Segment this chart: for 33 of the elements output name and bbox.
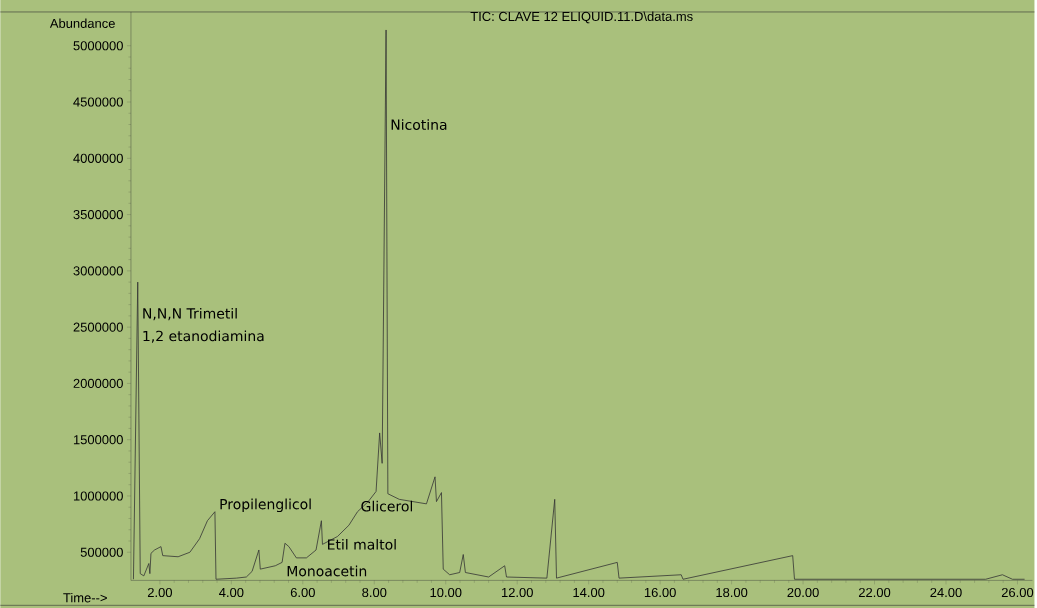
y-tick-label: 3000000 bbox=[73, 266, 123, 276]
x-tick-label: 26.00 bbox=[1001, 587, 1034, 597]
x-tick-label: 18.00 bbox=[716, 587, 748, 597]
chart-title: TIC: CLAVE 12 ELIQUID.11.D\data.ms bbox=[470, 11, 693, 24]
x-tick-label: 8.00 bbox=[362, 587, 387, 597]
y-tick-label: 3500000 bbox=[73, 209, 123, 219]
y-tick-label: 1000000 bbox=[73, 491, 123, 501]
x-tick-label: 14.00 bbox=[573, 587, 605, 597]
y-tick-label: 1500000 bbox=[73, 434, 123, 445]
x-axis-title: Time--> bbox=[63, 592, 107, 603]
annotation: Glicerol bbox=[361, 500, 412, 512]
annotation: Propilenglicol bbox=[220, 498, 311, 512]
annotation: Nicotina bbox=[391, 118, 447, 130]
x-tick-label: 4.00 bbox=[219, 587, 244, 597]
x-tick-label: 24.00 bbox=[930, 587, 962, 597]
annotation: Etil maltol bbox=[328, 538, 396, 550]
y-tick-label: 2500000 bbox=[73, 322, 123, 332]
x-tick-label: 6.00 bbox=[290, 587, 315, 597]
annotation: 1,2 etanodiamina bbox=[143, 330, 264, 343]
x-tick-label: 10.00 bbox=[430, 587, 462, 597]
y-tick-label: 5000000 bbox=[73, 40, 123, 51]
annotation: N,N,N Trimetil bbox=[143, 307, 237, 321]
y-tick-label: 2000000 bbox=[73, 378, 123, 388]
y-axis-title: Abundance bbox=[49, 18, 115, 28]
x-tick-label: 22.00 bbox=[858, 587, 891, 597]
x-tick-label: 12.00 bbox=[501, 587, 533, 597]
y-tick-label: 4000000 bbox=[73, 153, 123, 163]
x-tick-label: 16.00 bbox=[644, 587, 676, 597]
y-tick-label: 500000 bbox=[80, 547, 123, 557]
y-tick-label: 4500000 bbox=[73, 97, 123, 107]
annotation: Monoacetin bbox=[287, 565, 367, 577]
x-tick-label: 20.00 bbox=[787, 587, 819, 597]
x-tick-label: 2.00 bbox=[147, 587, 172, 597]
